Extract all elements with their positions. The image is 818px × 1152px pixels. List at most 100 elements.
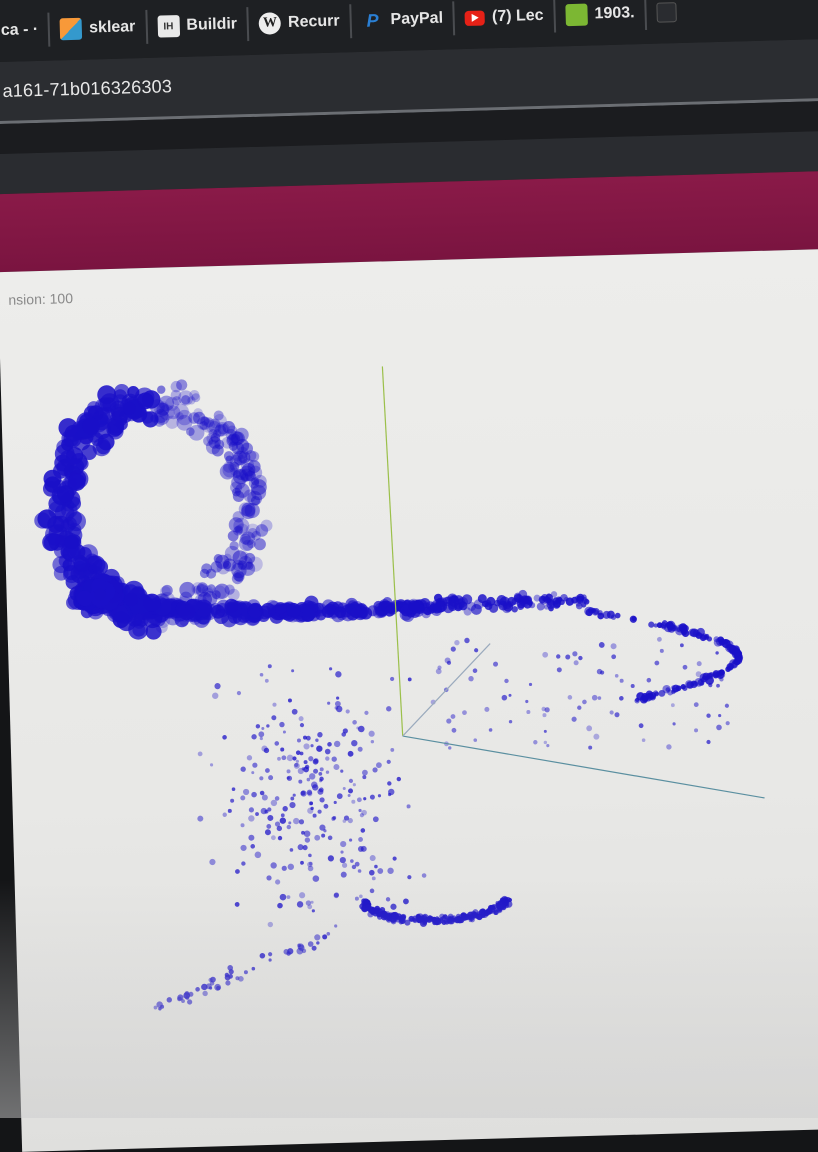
data-point: [462, 710, 467, 716]
data-point: [705, 676, 714, 685]
data-point: [237, 560, 248, 570]
data-point: [286, 602, 301, 618]
data-point: [712, 670, 720, 678]
data-point: [259, 790, 265, 796]
data-point: [314, 834, 321, 841]
data-point: [234, 571, 245, 582]
data-point: [614, 712, 620, 718]
data-point: [573, 660, 579, 666]
data-point: [567, 695, 573, 700]
bookmark-item-0[interactable]: ca - ·: [0, 12, 51, 49]
data-point: [352, 719, 357, 725]
data-point: [450, 646, 456, 652]
data-point: [582, 699, 587, 705]
data-point: [359, 894, 363, 899]
data-point: [61, 438, 74, 451]
data-point: [236, 690, 242, 696]
data-point: [682, 664, 688, 670]
data-point: [666, 744, 672, 750]
data-point: [548, 605, 554, 612]
data-point: [230, 433, 241, 444]
bookmark-item-youtube[interactable]: (7) Lec: [454, 0, 557, 36]
data-point: [157, 385, 166, 394]
data-point: [387, 867, 394, 875]
data-point: [277, 835, 283, 841]
data-point: [244, 552, 256, 564]
bookmark-label: ca - ·: [0, 20, 39, 39]
bookmark-item-recurrent[interactable]: W Recurr: [248, 4, 353, 42]
data-point: [64, 535, 79, 550]
data-point: [261, 794, 268, 801]
data-point: [302, 845, 308, 851]
data-point: [202, 990, 208, 997]
data-point: [275, 879, 281, 885]
data-point: [302, 608, 316, 622]
data-point: [308, 756, 314, 762]
data-point: [251, 791, 257, 798]
data-point: [678, 623, 688, 633]
data-point: [542, 651, 549, 658]
data-point: [165, 397, 179, 411]
data-point: [376, 762, 382, 769]
data-point: [672, 722, 676, 726]
data-point: [137, 392, 154, 410]
data-point: [357, 869, 362, 873]
data-point: [240, 823, 245, 828]
data-point: [173, 403, 189, 420]
data-point: [368, 730, 375, 737]
data-point: [734, 659, 741, 666]
data-point: [274, 796, 280, 801]
bookmark-item-1903[interactable]: 1903.: [555, 0, 648, 33]
data-point: [701, 675, 707, 680]
bookmark-item-building[interactable]: IH Buildir: [146, 7, 250, 44]
data-point: [327, 741, 332, 747]
data-point: [572, 651, 578, 657]
data-point: [464, 637, 470, 644]
data-point: [306, 789, 313, 796]
data-point: [348, 778, 354, 784]
data-point: [303, 766, 310, 773]
scatter-3d-plot[interactable]: [0, 248, 818, 1152]
data-point: [406, 804, 411, 809]
green-tile-icon: [565, 3, 588, 27]
data-point: [649, 691, 657, 699]
data-point: [336, 793, 343, 800]
data-point: [272, 702, 277, 707]
data-point: [251, 530, 261, 541]
data-point: [359, 607, 373, 620]
bookmark-item-sklearn[interactable]: sklear: [49, 9, 148, 47]
data-point: [371, 876, 376, 881]
data-point: [299, 751, 304, 756]
data-point: [638, 723, 644, 729]
data-point: [454, 639, 460, 646]
data-point: [209, 763, 214, 767]
data-point: [240, 766, 246, 772]
data-point: [298, 819, 305, 825]
bookmark-item-paypal[interactable]: P PayPal: [351, 1, 456, 39]
data-point: [260, 602, 276, 618]
data-point: [556, 667, 562, 673]
data-point: [665, 687, 671, 692]
data-point: [423, 606, 432, 616]
data-point: [286, 754, 294, 762]
data-point: [241, 531, 256, 546]
data-point: [369, 855, 376, 862]
data-point: [435, 668, 442, 675]
data-point: [179, 581, 196, 598]
data-point: [248, 451, 260, 462]
data-point: [235, 523, 249, 536]
bookmark-item-dark[interactable]: [646, 0, 687, 30]
data-point: [187, 999, 193, 1005]
data-point: [158, 401, 169, 412]
data-point: [193, 411, 206, 425]
data-point: [298, 779, 303, 784]
data-point: [716, 724, 722, 731]
data-point: [250, 479, 267, 496]
plot-area[interactable]: nsion: 100: [0, 248, 818, 1152]
data-point: [213, 410, 224, 421]
data-point: [266, 875, 272, 881]
data-point: [696, 661, 702, 667]
data-point: [267, 664, 272, 669]
data-point: [270, 835, 276, 841]
data-point: [255, 812, 259, 816]
